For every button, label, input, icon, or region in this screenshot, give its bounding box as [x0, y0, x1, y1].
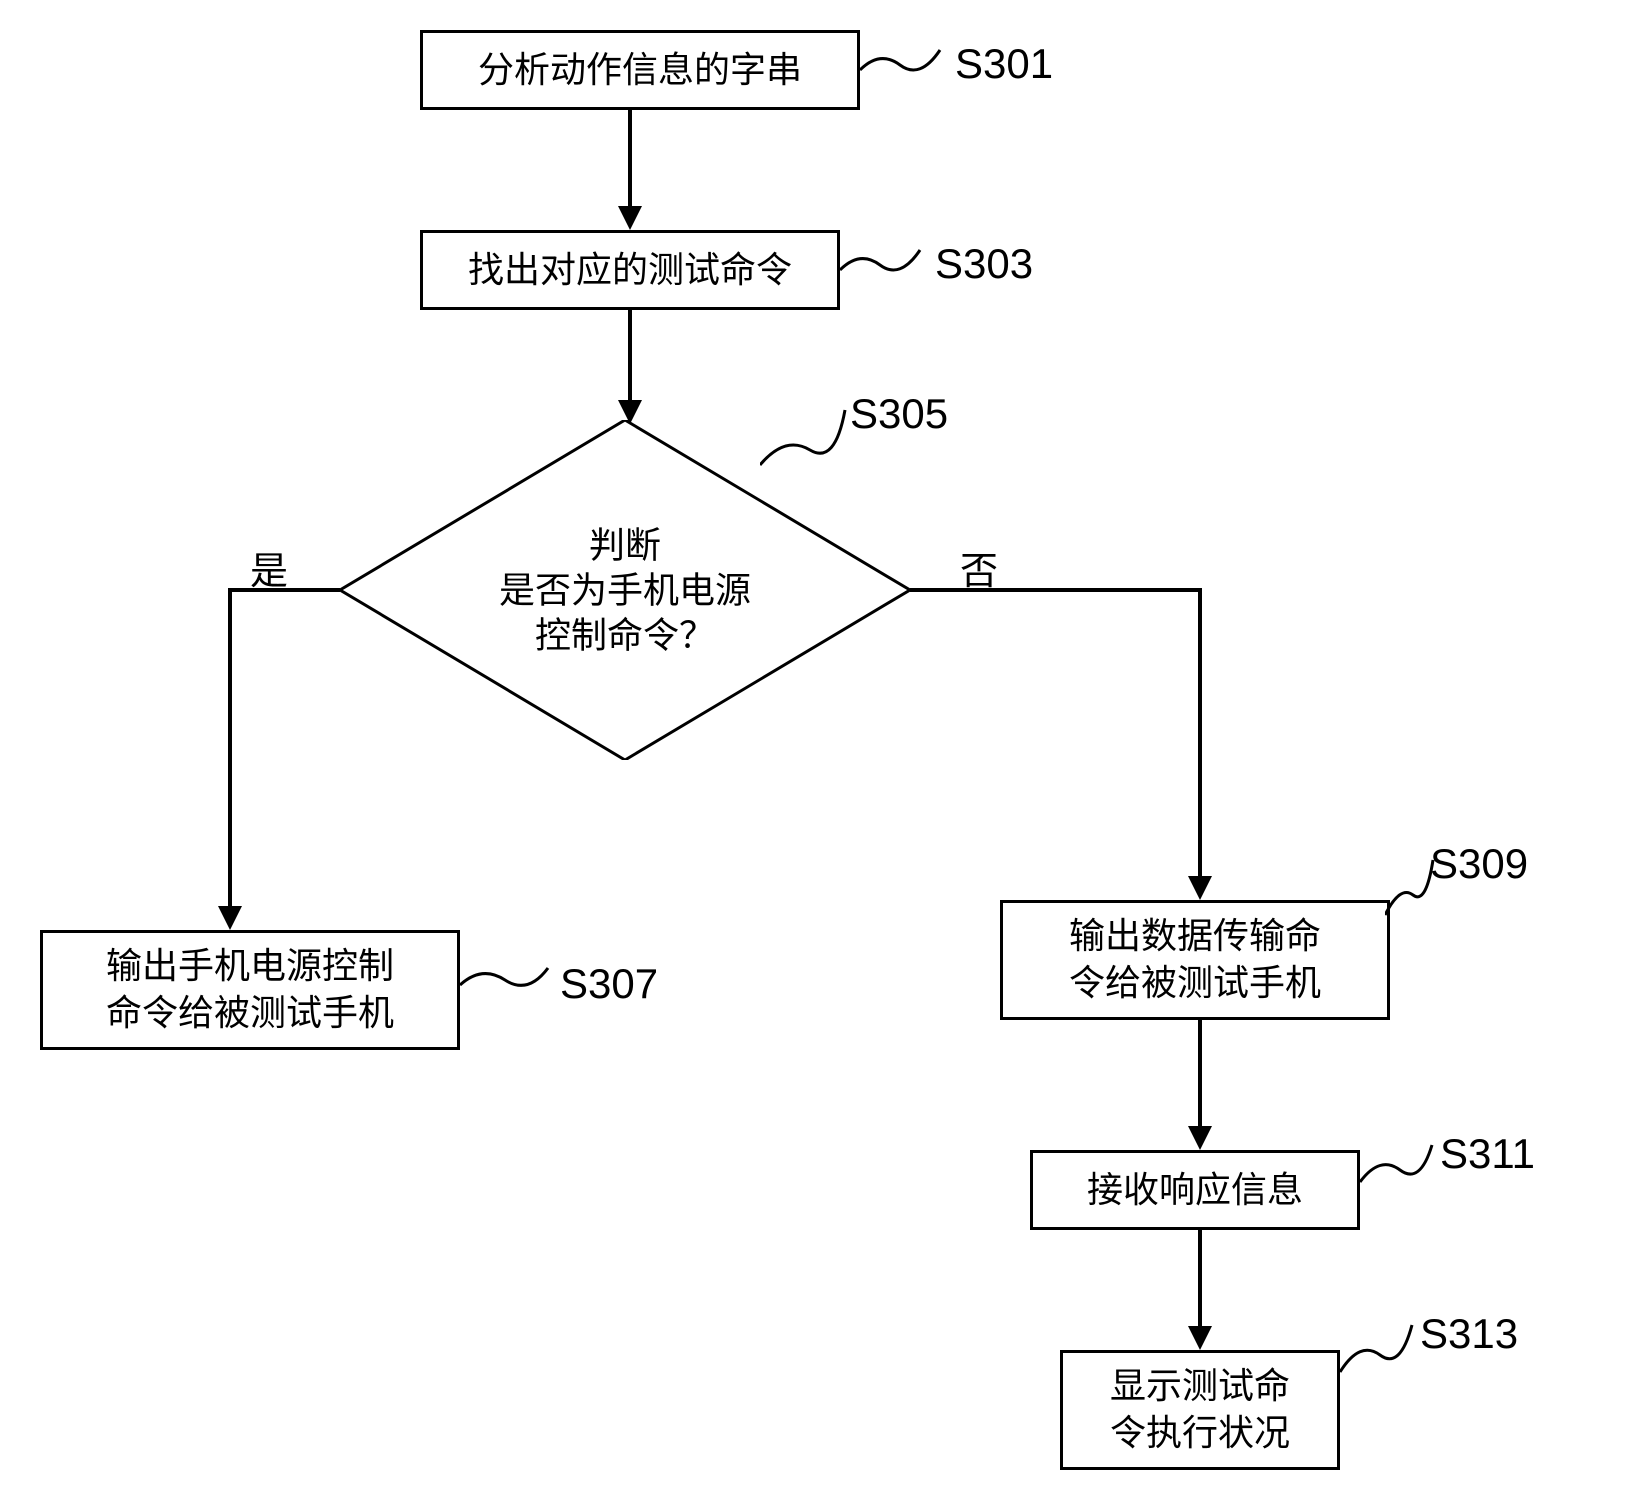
- edge-s305-s307-v: [228, 588, 232, 908]
- arrowhead-s301-s303: [618, 206, 642, 230]
- connector-s307: [460, 960, 555, 995]
- node-s307-text: 输出手机电源控制 命令给被测试手机: [106, 943, 394, 1037]
- node-s311-text: 接收响应信息: [1087, 1167, 1303, 1214]
- connector-s309: [1385, 855, 1440, 925]
- node-s313: 显示测试命 令执行状况: [1060, 1350, 1340, 1470]
- edge-label-yes: 是: [250, 540, 288, 595]
- node-s309-text: 输出数据传输命 令给被测试手机: [1069, 913, 1321, 1007]
- node-s307: 输出手机电源控制 命令给被测试手机: [40, 930, 460, 1050]
- node-s311: 接收响应信息: [1030, 1150, 1360, 1230]
- label-s303: S303: [935, 240, 1033, 288]
- label-s309: S309: [1430, 840, 1528, 888]
- edge-label-no: 否: [960, 540, 998, 595]
- edge-s305-s309-h: [910, 588, 1200, 592]
- connector-s311: [1360, 1140, 1440, 1190]
- node-s301-text: 分析动作信息的字串: [478, 47, 802, 94]
- label-s307: S307: [560, 960, 658, 1008]
- node-s305-text: 判断 是否为手机电源 控制命令？: [499, 523, 751, 658]
- arrowhead-s305-s309: [1188, 876, 1212, 900]
- node-s303-text: 找出对应的测试命令: [468, 247, 792, 294]
- node-s303: 找出对应的测试命令: [420, 230, 840, 310]
- label-s305: S305: [850, 390, 948, 438]
- connector-s303: [840, 245, 930, 280]
- label-s313: S313: [1420, 1310, 1518, 1358]
- edge-s303-s305: [628, 310, 632, 405]
- edge-s305-s309-v: [1198, 588, 1202, 878]
- label-s301: S301: [955, 40, 1053, 88]
- flowchart-container: 分析动作信息的字串 S301 找出对应的测试命令 S303 判断 是否为手机电源…: [0, 0, 1647, 1501]
- edge-s301-s303: [628, 110, 632, 210]
- edge-s311-s313: [1198, 1230, 1202, 1330]
- node-s309: 输出数据传输命 令给被测试手机: [1000, 900, 1390, 1020]
- node-s301: 分析动作信息的字串: [420, 30, 860, 110]
- arrowhead-s311-s313: [1188, 1326, 1212, 1350]
- arrowhead-s305-s307: [218, 906, 242, 930]
- edge-s309-s311: [1198, 1020, 1202, 1130]
- connector-s313: [1340, 1320, 1420, 1380]
- connector-s301: [860, 45, 950, 80]
- label-s311: S311: [1440, 1130, 1535, 1178]
- edge-s305-s307-h: [230, 588, 340, 592]
- arrowhead-s309-s311: [1188, 1126, 1212, 1150]
- node-s313-text: 显示测试命 令执行状况: [1110, 1363, 1290, 1457]
- connector-s305: [760, 405, 850, 475]
